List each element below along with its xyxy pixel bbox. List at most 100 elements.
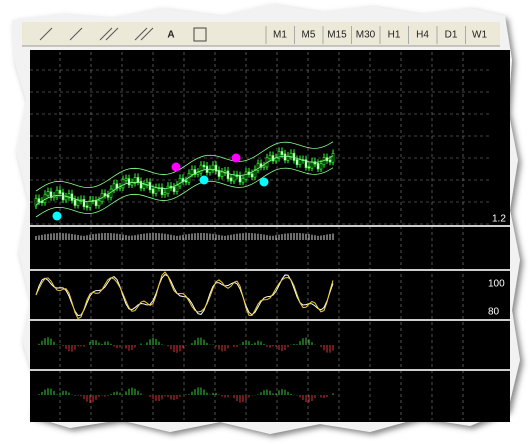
candle-body [190,169,194,175]
candle-body [277,151,281,159]
candle-body [238,175,242,183]
candle-body [61,192,65,201]
candle-body [193,169,197,175]
candle-body [166,185,170,195]
candle-body [253,169,257,178]
candle-body [313,161,317,165]
toolbar [22,22,500,46]
candle-body [211,164,215,171]
candle-body [73,199,77,206]
timeframe-button[interactable]: M1 [273,30,287,41]
timeframe-button[interactable]: D1 [445,30,458,41]
signal-dot [52,211,62,221]
price-scale [490,50,510,422]
stochastic-signal [35,271,334,320]
candle-body [142,184,146,189]
candle-body [283,153,287,161]
candle-body [331,153,335,163]
candle-body [85,205,89,208]
candle-body [139,181,143,189]
candle-body [256,163,260,171]
candle-body [232,174,236,182]
candle-body [280,151,284,156]
candle-body [202,164,206,168]
candle-body [106,194,110,198]
candle-body [154,187,158,194]
candle-body [136,177,140,183]
candle-body [43,193,47,204]
candle-body [229,177,233,182]
timeframe-button[interactable]: M5 [302,30,316,41]
candle-body [55,189,59,198]
candle-body [184,180,188,183]
candle-body [226,170,230,180]
signal-dot [259,177,269,187]
candle-body [151,188,155,194]
candle-body [70,193,74,201]
candle-body [49,191,53,199]
candle-body [160,187,164,196]
candle-body [178,178,182,187]
envelope-band [35,155,334,206]
candle-body [109,188,113,198]
candle-body [121,179,125,189]
signal-dot [231,153,241,163]
candle-body [172,186,176,192]
candle-body [310,161,314,169]
candle-body [208,168,212,173]
candle-body [37,198,41,203]
candle-body [241,178,245,183]
timeframe-button[interactable]: H4 [416,30,429,41]
stochastic-main [35,273,334,317]
candle-body [127,178,131,186]
text-tool-button[interactable]: A [167,30,174,41]
candle-body [262,165,266,168]
candle-body [82,199,86,208]
candle-body [298,159,302,166]
timeframe-button[interactable]: M30 [356,30,376,41]
price-label: 1.2 [492,214,506,225]
candle-body [88,199,92,208]
candle-body [244,171,248,180]
chart-area [30,50,490,422]
drawing-tools [39,27,154,41]
candle-body [217,170,221,177]
stochastic-label: 100 [488,279,505,290]
timeframe-button[interactable]: M15 [327,30,347,41]
candle-body [94,200,98,207]
candle-body [304,159,308,168]
candle-body [163,192,167,196]
candle-body [112,183,116,191]
signal-dot [199,175,209,185]
candle-body [316,162,320,170]
candle-body [220,171,224,177]
envelope-band [35,167,334,218]
candle-body [199,164,203,174]
candle-body [214,164,218,172]
envelope-band [35,141,334,192]
candle-body [67,193,71,199]
candle-body [124,178,128,181]
candle-body [295,159,299,166]
timeframe-button[interactable]: W1 [472,30,487,41]
candle-body [97,200,101,207]
candle-body [76,200,80,206]
candle-body [145,181,149,186]
candle-body [175,184,179,192]
candle-body [328,159,332,163]
candle-body [319,163,323,170]
candle-body [64,196,68,201]
stochastic-label: 80 [488,307,500,318]
candle-body [250,173,254,178]
candle-body [58,189,62,194]
candle-body [271,155,275,162]
candle-body [292,152,296,161]
label-tool-button[interactable] [193,27,207,42]
candle-body [34,198,38,207]
candle-body [268,155,272,160]
timeframe-button[interactable]: H1 [388,30,401,41]
candle-body [46,191,50,196]
candle-body [133,177,137,184]
